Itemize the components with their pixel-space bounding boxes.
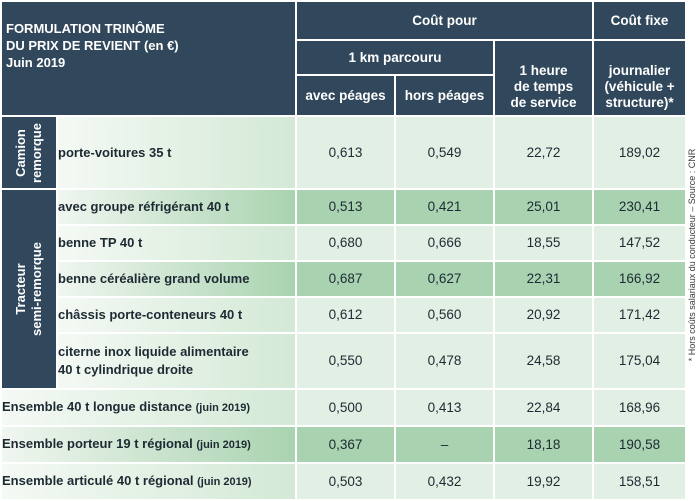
- cell-avec-peages: 0,613: [297, 117, 395, 188]
- cell-heure: 18,55: [495, 225, 593, 260]
- cell-heure: 22,72: [495, 117, 593, 188]
- cell-fixe: 158,51: [594, 463, 686, 499]
- cell-avec-peages: 0,500: [297, 389, 395, 425]
- row-label: Ensemble porteur 19 t régional (juin 201…: [2, 426, 296, 462]
- row-label: citerne inox liquide alimentaire 40 t cy…: [58, 333, 296, 388]
- cell-hors-peages: 0,627: [396, 261, 494, 296]
- header-journalier: journalier (véhicule + structure)*: [594, 41, 686, 116]
- table-title: FORMULATION TRINÔME DU PRIX DE REVIENT (…: [2, 2, 296, 116]
- cell-fixe: 166,92: [594, 261, 686, 296]
- cell-fixe: 189,02: [594, 117, 686, 188]
- table-row: Camion remorque porte-voitures 35 t 0,61…: [2, 117, 686, 188]
- cell-heure: 25,01: [495, 189, 593, 224]
- cell-heure: 20,92: [495, 297, 593, 332]
- cell-heure: 18,18: [495, 426, 593, 462]
- cell-avec-peages: 0,503: [297, 463, 395, 499]
- cell-avec-peages: 0,550: [297, 333, 395, 388]
- cell-hors-peages: 0,421: [396, 189, 494, 224]
- cell-fixe: 230,41: [594, 189, 686, 224]
- cell-avec-peages: 0,687: [297, 261, 395, 296]
- table-row: Ensemble 40 t longue distance (juin 2019…: [2, 389, 686, 425]
- group-tracteur: Tracteur semi-remorque: [2, 189, 56, 388]
- cell-hors-peages: 0,666: [396, 225, 494, 260]
- header-cout-fixe: Coût fixe: [594, 2, 686, 40]
- cell-hors-peages: 0,478: [396, 333, 494, 388]
- cell-fixe: 147,52: [594, 225, 686, 260]
- cell-fixe: 171,42: [594, 297, 686, 332]
- group-camion-remorque: Camion remorque: [2, 117, 56, 188]
- cell-hors-peages: 0,549: [396, 117, 494, 188]
- cell-hors-peages: –: [396, 426, 494, 462]
- row-label: benne céréalière grand volume: [58, 261, 296, 296]
- table-row: châssis porte-conteneurs 40 t 0,612 0,56…: [2, 297, 686, 332]
- cell-heure: 22,31: [495, 261, 593, 296]
- table-row: benne céréalière grand volume 0,687 0,62…: [2, 261, 686, 296]
- row-label: Ensemble articulé 40 t régional (juin 20…: [2, 463, 296, 499]
- cell-avec-peages: 0,680: [297, 225, 395, 260]
- table-row: Ensemble porteur 19 t régional (juin 201…: [2, 426, 686, 462]
- header-cout-pour: Coût pour: [297, 2, 593, 40]
- cell-hors-peages: 0,432: [396, 463, 494, 499]
- row-label: porte-voitures 35 t: [58, 117, 296, 188]
- table-row: Ensemble articulé 40 t régional (juin 20…: [2, 463, 686, 499]
- cell-hors-peages: 0,560: [396, 297, 494, 332]
- table-row: benne TP 40 t 0,680 0,666 18,55 147,52: [2, 225, 686, 260]
- header-avec-peages: avec péages: [297, 76, 395, 116]
- row-label: Ensemble 40 t longue distance (juin 2019…: [2, 389, 296, 425]
- cell-avec-peages: 0,367: [297, 426, 395, 462]
- cell-heure: 22,84: [495, 389, 593, 425]
- header-hors-peages: hors péages: [396, 76, 494, 116]
- cell-fixe: 168,96: [594, 389, 686, 425]
- cell-fixe: 175,04: [594, 333, 686, 388]
- header-km: 1 km parcouru: [297, 41, 494, 75]
- header-heure: 1 heure de temps de service: [495, 41, 593, 116]
- row-label: avec groupe réfrigérant 40 t: [58, 189, 296, 224]
- row-label: châssis porte-conteneurs 40 t: [58, 297, 296, 332]
- table-row: Tracteur semi-remorque avec groupe réfri…: [2, 189, 686, 388]
- cell-avec-peages: 0,612: [297, 297, 395, 332]
- table-row: citerne inox liquide alimentaire 40 t cy…: [2, 333, 686, 388]
- row-label: benne TP 40 t: [58, 225, 296, 260]
- cell-avec-peages: 0,513: [297, 189, 395, 224]
- cell-heure: 19,92: [495, 463, 593, 499]
- cell-heure: 24,58: [495, 333, 593, 388]
- cell-fixe: 190,58: [594, 426, 686, 462]
- cell-hors-peages: 0,413: [396, 389, 494, 425]
